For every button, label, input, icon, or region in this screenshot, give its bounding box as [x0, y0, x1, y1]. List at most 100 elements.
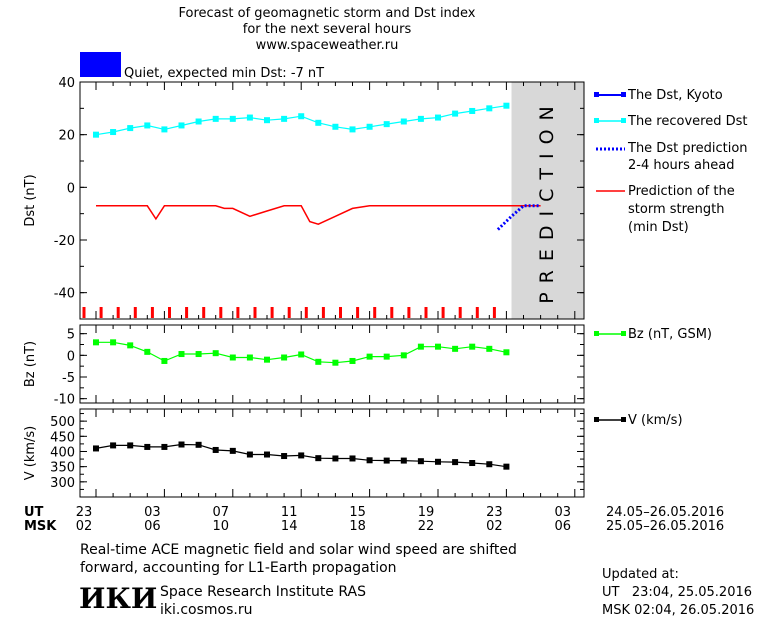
legend-bz: Bz (nT, GSM): [594, 327, 712, 342]
prediction-band-label: PREDICTION: [536, 97, 558, 304]
legend-storm-label-2: storm strength: [628, 202, 725, 217]
bz-point: [144, 348, 151, 355]
recovered-dst-point: [229, 115, 236, 122]
recovered-dst-point: [366, 123, 373, 130]
y-tick-label: 20: [58, 129, 75, 144]
bz-point: [332, 359, 339, 366]
bz-point: [486, 345, 493, 352]
recovered-dst-point: [178, 122, 185, 129]
bz-point: [229, 354, 236, 361]
plot-content: [82, 102, 541, 470]
footer-note: Real-time ACE magnetic field and solar w…: [80, 541, 517, 577]
recovered-dst-point: [298, 113, 305, 120]
recovered-dst-point: [246, 114, 253, 121]
bz-point: [298, 351, 305, 358]
bz-point: [503, 349, 510, 356]
ut-tick-label: 03: [144, 505, 161, 520]
bz-point: [417, 343, 424, 350]
bz-point: [435, 343, 441, 350]
recovered-dst-point: [212, 115, 219, 122]
legend-bz-label: Bz (nT, GSM): [628, 327, 712, 342]
v-point: [246, 451, 253, 458]
v-point: [349, 455, 356, 462]
institute-site[interactable]: iki.cosmos.ru: [160, 602, 253, 618]
ut-tick-label: 23: [76, 505, 93, 520]
recovered-dst-point: [93, 131, 99, 138]
v-point: [383, 457, 390, 464]
y-tick-label: 0: [67, 349, 75, 364]
storm-strength-line: [96, 205, 541, 226]
legend-recovered-marker: [594, 118, 599, 123]
title-line-3: www.spaceweather.ru: [256, 38, 399, 53]
y-tick-label: 300: [50, 476, 75, 491]
y-tick-label: 40: [58, 76, 75, 91]
legend-recovered-marker: [621, 118, 626, 123]
msk-tick-label: 22: [418, 519, 435, 534]
v-point: [195, 441, 202, 448]
v-point: [400, 457, 407, 464]
recovered-dst-point: [195, 118, 202, 125]
y-tick-label: -10: [54, 393, 75, 408]
updated-ut: UT 23:04, 25.05.2016: [602, 585, 753, 600]
y-tick-label: -40: [54, 287, 75, 302]
status-color-box: [80, 52, 121, 77]
recovered-dst-point: [452, 110, 459, 117]
recovered-dst-point: [144, 122, 151, 129]
y-axis-label: Bz (nT): [23, 341, 38, 387]
msk-label: MSK: [24, 519, 57, 534]
iki-logo: ИКИ: [79, 582, 158, 615]
panel-frame: [79, 408, 585, 498]
recovered-dst-point: [127, 125, 134, 132]
bz-point: [127, 342, 134, 349]
panels: 40 20 0 -20 -40 Dst (nT) 5 0 -5 -10 Bz (nT) 5004504…: [23, 76, 585, 498]
bz-point: [400, 352, 407, 359]
legend-v-label: V (km/s): [628, 413, 683, 428]
bz-point: [195, 351, 202, 358]
recovered-dst-point: [435, 114, 441, 121]
bz-point: [315, 358, 322, 365]
msk-tick-label: 18: [349, 519, 366, 534]
v-point: [178, 441, 185, 448]
v-point: [93, 445, 99, 452]
legend-storm-label-3: (min Dst): [628, 220, 689, 235]
prediction-band: [511, 82, 584, 319]
updated-title: Updated at:: [602, 567, 679, 582]
legend-storm-label-1: Prediction of the: [628, 184, 735, 199]
updated-block: Updated at: UT 23:04, 25.05.2016 MSK 02:…: [602, 566, 754, 620]
v-point: [281, 453, 288, 460]
v-point: [144, 443, 151, 450]
y-tick-label: 350: [50, 461, 75, 476]
bz-point: [383, 353, 390, 360]
v-point: [229, 447, 236, 454]
v-point: [417, 458, 424, 465]
v-point: [435, 458, 441, 465]
recovered-dst-point: [469, 107, 476, 114]
v-point: [366, 457, 373, 464]
y-tick-label: -20: [54, 234, 75, 249]
msk-tick-label: 10: [213, 519, 230, 534]
recovered-dst-point: [383, 121, 390, 128]
v-point: [110, 442, 117, 449]
v-point: [298, 452, 305, 459]
recovered-dst-point: [400, 118, 407, 125]
y-axis-label: V (km/s): [23, 426, 38, 481]
title-line-2: for the next several hours: [243, 22, 412, 37]
dst-prediction-line: [496, 204, 541, 231]
bz-point: [161, 357, 168, 364]
institute-name: Space Research Institute RAS: [160, 584, 366, 600]
v-point: [127, 442, 134, 449]
ut-tick-label: 11: [281, 505, 298, 520]
v-point: [452, 459, 459, 466]
recovered-dst-point: [264, 117, 270, 124]
title-line-1: Forecast of geomagnetic storm and Dst in…: [178, 6, 475, 21]
bz-point: [264, 356, 270, 363]
msk-date-range: 25.05–26.05.2016: [606, 519, 724, 534]
v-point: [469, 460, 476, 467]
bz-point: [281, 354, 288, 361]
ut-tick-label: 23: [486, 505, 503, 520]
ut-tick-label: 03: [555, 505, 572, 520]
footer-note-line-1: Real-time ACE magnetic field and solar w…: [80, 542, 517, 558]
v-point: [486, 461, 493, 468]
